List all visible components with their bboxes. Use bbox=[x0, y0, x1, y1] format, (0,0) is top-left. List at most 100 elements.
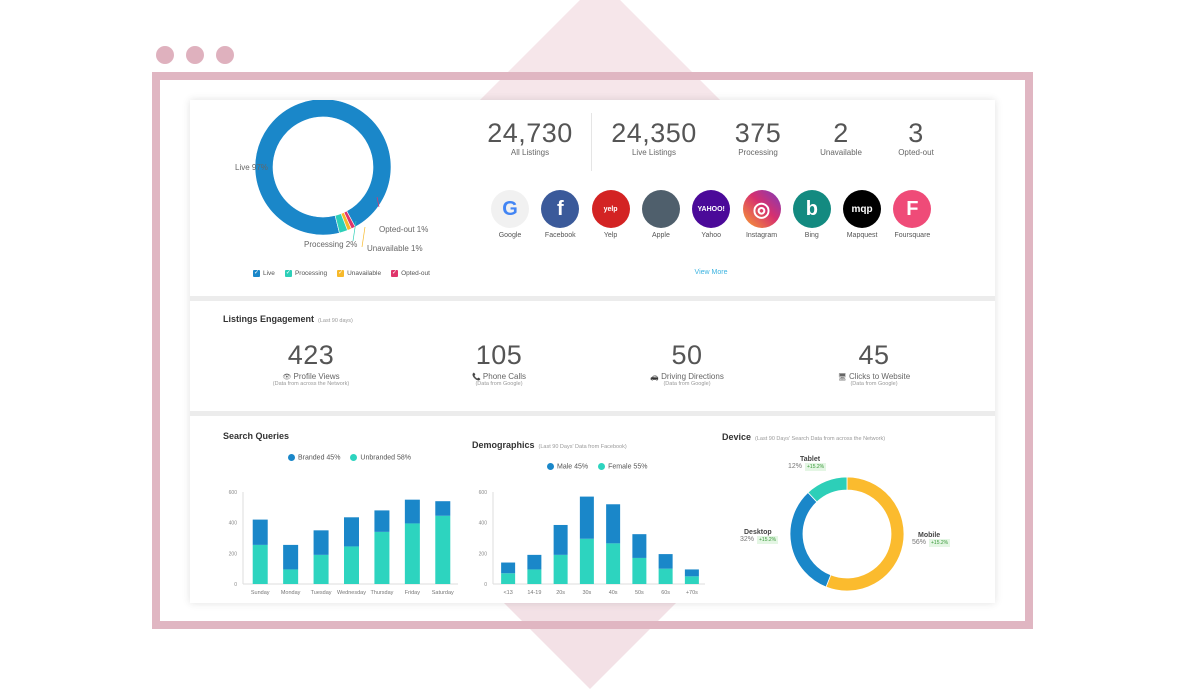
bar-unbranded[interactable] bbox=[404, 523, 420, 584]
legend-unavailable[interactable]: ✓ Unavailable bbox=[337, 270, 381, 277]
foursquare-icon[interactable]: F bbox=[893, 190, 932, 228]
device-slice-mobile[interactable] bbox=[825, 476, 905, 592]
bar-male[interactable] bbox=[684, 569, 699, 577]
device-slice-tablet[interactable] bbox=[807, 476, 848, 503]
mapquest-icon[interactable]: mqp bbox=[843, 190, 882, 228]
legend-live[interactable]: ✓ Live bbox=[253, 270, 275, 277]
bar-branded[interactable] bbox=[252, 519, 268, 545]
bar-unbranded[interactable] bbox=[435, 515, 451, 584]
slice-name: Tablet bbox=[800, 456, 821, 463]
demographics-legend: Male 45% Female 55% bbox=[547, 463, 647, 470]
legend-opted-out[interactable]: ✓ Opted-out bbox=[391, 270, 430, 277]
bar-female[interactable] bbox=[501, 573, 516, 584]
x-tick-label: <13 bbox=[503, 590, 512, 596]
bar-unbranded[interactable] bbox=[313, 554, 329, 584]
bing-icon[interactable]: b bbox=[792, 190, 831, 228]
metric-source: (Data from Google) bbox=[850, 381, 898, 387]
bar-unbranded[interactable] bbox=[252, 544, 268, 584]
yelp-icon[interactable]: yelp bbox=[591, 190, 630, 228]
stat-label: Opted-out bbox=[898, 148, 934, 157]
donut-slice-live[interactable] bbox=[254, 100, 392, 236]
y-tick-label: 200 bbox=[229, 551, 238, 557]
bar-female[interactable] bbox=[579, 538, 594, 584]
view-more-link[interactable]: View More bbox=[694, 269, 728, 276]
engagement-title: Listings Engagement (Last 90 days) bbox=[223, 314, 353, 324]
legend-text: Opted-out bbox=[401, 270, 430, 278]
donut-slice-processing[interactable] bbox=[334, 213, 348, 234]
bar-female[interactable] bbox=[658, 568, 673, 584]
y-tick-label: 400 bbox=[229, 521, 238, 527]
stat-unavailable: 2 Unavailable bbox=[820, 118, 862, 157]
legend-text: Female 55% bbox=[608, 463, 648, 471]
bar-male[interactable] bbox=[527, 554, 542, 570]
platform-name: Yahoo bbox=[701, 232, 722, 239]
change-badge: +15.2% bbox=[929, 539, 951, 547]
legend-female[interactable]: Female 55% bbox=[598, 463, 647, 470]
legend-branded[interactable]: Branded 45% bbox=[288, 454, 340, 461]
bar-branded[interactable] bbox=[374, 510, 390, 532]
bar-branded[interactable] bbox=[313, 530, 329, 555]
divider bbox=[190, 296, 995, 301]
bar-female[interactable] bbox=[606, 543, 621, 584]
metric-driving-directions: 50 🚗 Driving Directions (Data from Google) bbox=[650, 340, 724, 387]
metric-value: 45 bbox=[858, 340, 890, 370]
bar-unbranded[interactable] bbox=[283, 569, 299, 584]
legend-male[interactable]: Male 45% bbox=[547, 463, 588, 470]
window-dot bbox=[216, 46, 234, 64]
google-icon[interactable]: G bbox=[491, 190, 529, 228]
bar-male[interactable] bbox=[501, 562, 516, 574]
legend-processing[interactable]: ✓ Processing bbox=[284, 270, 327, 277]
x-tick-label: Monday bbox=[281, 590, 301, 596]
checkbox-icon: ✓ bbox=[284, 270, 292, 277]
bar-female[interactable] bbox=[684, 576, 699, 584]
label-leader bbox=[352, 220, 357, 242]
metric-label: Clicks to Website bbox=[848, 372, 911, 381]
stat-value: 24,350 bbox=[611, 118, 697, 148]
window-frame bbox=[152, 72, 1033, 629]
bar-male[interactable] bbox=[658, 554, 673, 569]
metric-phone-calls: 105 📞 Phone Calls (Data from Google) bbox=[472, 340, 526, 387]
search-queries-chart: 0 200 400 600 Sunday Monday Tuesday Wednesday Th… bbox=[229, 490, 458, 596]
instagram-icon[interactable]: ◎ bbox=[742, 190, 781, 228]
metric-icon: 🚗 bbox=[650, 374, 659, 381]
legend-text: Male 45% bbox=[557, 463, 589, 471]
platform-name: Google bbox=[498, 232, 522, 239]
device-title-text: Device bbox=[722, 432, 752, 442]
bar-male[interactable] bbox=[553, 524, 568, 555]
engagement-title-text: Listings Engagement bbox=[223, 314, 315, 324]
facebook-icon[interactable]: f bbox=[541, 190, 580, 228]
apple-icon[interactable] bbox=[641, 190, 680, 228]
demographics-chart: 0 200 400 600 <13 14-19 20s 30s 40s 50s 60s +70s bbox=[479, 490, 705, 596]
bar-branded[interactable] bbox=[283, 544, 299, 570]
slice-name: Mobile bbox=[918, 532, 941, 539]
legend-text: Unavailable bbox=[347, 270, 382, 278]
window-dot bbox=[186, 46, 204, 64]
bar-male[interactable] bbox=[632, 534, 647, 558]
x-tick-label: Sunday bbox=[251, 590, 270, 596]
device-slice-desktop[interactable] bbox=[789, 491, 832, 588]
bar-female[interactable] bbox=[527, 569, 542, 584]
divider bbox=[190, 411, 995, 416]
bar-branded[interactable] bbox=[404, 499, 420, 524]
bar-female[interactable] bbox=[632, 557, 647, 584]
platform-name: Instagram bbox=[745, 232, 778, 239]
label-leader bbox=[361, 226, 366, 248]
y-tick-label: 400 bbox=[479, 521, 488, 527]
bar-male[interactable] bbox=[606, 504, 621, 544]
bar-female[interactable] bbox=[553, 554, 568, 584]
bar-unbranded[interactable] bbox=[344, 546, 359, 584]
metric-source: (Data from across the Network) bbox=[272, 381, 350, 387]
x-tick-label: Saturday bbox=[432, 590, 454, 596]
bar-unbranded[interactable] bbox=[374, 531, 390, 584]
search-queries-title: Search Queries bbox=[223, 431, 290, 441]
change-badge: +15.2% bbox=[805, 463, 827, 471]
bar-branded[interactable] bbox=[435, 501, 451, 516]
bar-branded[interactable] bbox=[344, 517, 359, 547]
metric-profile-views: 423 👁 Profile Views (Data from across the … bbox=[273, 340, 349, 387]
legend-unbranded[interactable]: Unbranded 58% bbox=[350, 454, 411, 461]
stat-value: 24,730 bbox=[487, 118, 573, 148]
yahoo-icon[interactable]: YAHOO! bbox=[692, 190, 731, 228]
bar-male[interactable] bbox=[579, 496, 594, 539]
search-legend: Branded 45% Unbranded 58% bbox=[288, 454, 411, 461]
stat-label: All Listings bbox=[510, 148, 550, 157]
